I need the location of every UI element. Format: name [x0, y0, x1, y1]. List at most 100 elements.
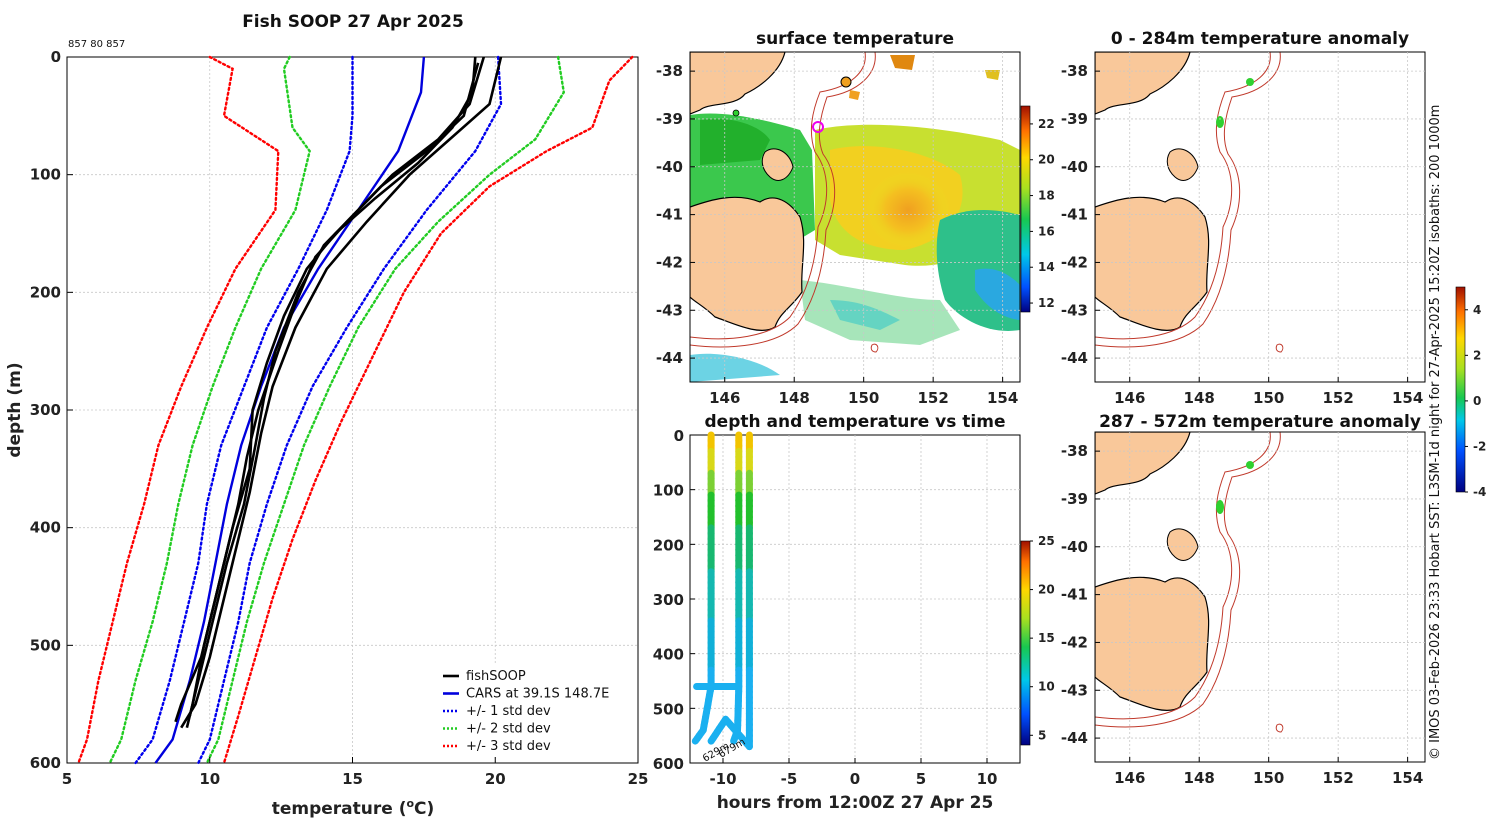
colorbar-tick-label: 20 [1038, 153, 1055, 167]
time-xtick-label: 5 [916, 770, 926, 788]
map-ytick-label: -38 [1061, 442, 1088, 460]
legend-label: fishSOOP [466, 669, 526, 684]
legend-label: +/- 1 std dev [466, 704, 551, 719]
sst-colorbar [1020, 105, 1031, 313]
map-ytick-label: -43 [1061, 681, 1088, 699]
colorbar-tick-label: 5 [1038, 728, 1046, 742]
map-ytick-label: -42 [1061, 253, 1088, 271]
profile-line-fishsoop [188, 56, 486, 717]
profile-ylabel: depth (m) [5, 362, 25, 457]
colorbar-tick-label: 25 [1038, 534, 1055, 548]
time-track-segment [730, 734, 739, 745]
map-ytick-label: -41 [1061, 586, 1088, 604]
anomaly-lower-map [1095, 432, 1425, 762]
legend-label: CARS at 39.1S 148.7E [466, 687, 609, 702]
anomaly-upper-frame [1094, 51, 1426, 383]
map-xtick-label: 152 [1323, 389, 1354, 407]
profile-ytick-label: 0 [51, 48, 61, 66]
time-panel: depth and temperature vs time -10 -5 0 5 100… [653, 412, 1055, 813]
map-xtick-label: 148 [1184, 389, 1215, 407]
map-xtick-label: 148 [779, 389, 810, 407]
anomaly-lower-frame [1094, 431, 1426, 763]
anomaly-upper-grid [1095, 52, 1425, 382]
profile-ticks: 5 10 15 20 25 0 100 200 300 400 500 600 [30, 48, 649, 788]
map-xtick-label: 150 [1253, 389, 1284, 407]
map-xtick-label: 146 [1114, 389, 1145, 407]
sst-buoy-marker [840, 76, 852, 88]
time-xtick-label: 0 [850, 770, 860, 788]
map-xtick-label: 152 [918, 389, 949, 407]
anomaly-lower-grid [1095, 432, 1425, 762]
map-xtick-label: 154 [1392, 389, 1423, 407]
map-xtick-label: 148 [1184, 769, 1215, 787]
time-grid [690, 435, 1020, 763]
profile-xlabel: temperature (oC) [272, 797, 435, 819]
colorbar-tick-label: 12 [1038, 296, 1055, 310]
map-ytick-label: -41 [656, 206, 683, 224]
sst-station-marker [732, 109, 740, 117]
sst-panel: surface temperature [656, 29, 1055, 407]
time-track-segment [707, 734, 717, 745]
legend-box [438, 663, 626, 756]
map-ytick-label: -44 [1061, 349, 1088, 367]
colorbar-tick-label: 14 [1038, 260, 1055, 274]
time-ytick-label: 100 [653, 482, 684, 500]
colorbar-tick-label: 22 [1038, 117, 1055, 131]
map-xtick-label: 154 [987, 389, 1018, 407]
map-ytick-label: -42 [1061, 633, 1088, 651]
time-xtick-label: 10 [977, 770, 998, 788]
profile-grid [67, 57, 638, 763]
profile-ytick-label: 500 [30, 636, 61, 654]
time-xtick-label: -5 [781, 770, 798, 788]
profile-legend: fishSOOP CARS at 39.1S 148.7E +/- 1 std de… [438, 663, 626, 756]
colorbar-tick-label: -4 [1473, 485, 1486, 499]
colorbar-tick-label: 20 [1038, 583, 1055, 597]
time-ytick-label: 200 [653, 536, 684, 554]
profile-line--2-std-dev [205, 55, 566, 765]
time-xtick-label: -10 [709, 770, 736, 788]
colorbar-tick-label: 16 [1038, 224, 1055, 238]
anomaly-upper-ticks: 146 148 150 152 154 -38 -39 -40 -41 -42 -43 -44 [1061, 62, 1423, 407]
map-xtick-label: 146 [1114, 769, 1145, 787]
anomaly-colorbar-ticks: -4 -2 0 2 4 [1465, 303, 1486, 499]
time-ytick-label: 600 [653, 755, 684, 773]
legend-label: +/- 2 std dev [466, 722, 551, 737]
map-xtick-label: 150 [848, 389, 879, 407]
time-colorbar-ticks: 5 10 15 20 25 [1030, 534, 1055, 742]
map-ytick-label: -40 [656, 158, 683, 176]
profile-line--3-std-dev [77, 55, 280, 765]
anomaly-lower-ticks: 146 148 150 152 154 -38 -39 -40 -41 -42 -43 -44 [1061, 442, 1423, 787]
anomaly-colorbar [1455, 286, 1466, 493]
time-ytick-label: 0 [674, 427, 684, 445]
colorbar-tick-label: 15 [1038, 631, 1055, 645]
profile-ytick-label: 200 [30, 283, 61, 301]
side-caption: © IMOS 03-Feb-2026 23:33 Hobart SST: L3S… [1428, 105, 1443, 760]
map-ytick-label: -43 [1061, 301, 1088, 319]
map-xtick-label: 150 [1253, 769, 1284, 787]
colorbar-tick-label: 2 [1473, 348, 1481, 362]
profile-line--1-std-dev [134, 55, 354, 765]
time-title: depth and temperature vs time [705, 412, 1006, 432]
anomaly-lower-point-2 [1216, 500, 1224, 514]
anomaly-lower-panel: 287 - 572m temperature anomaly 146 148 150… [1061, 412, 1426, 787]
sst-map-field [690, 52, 1020, 382]
profile-series [77, 55, 634, 765]
anomaly-lower-title: 287 - 572m temperature anomaly [1099, 412, 1421, 432]
colorbar-tick-label: 18 [1038, 189, 1055, 203]
map-xtick-label: 152 [1323, 769, 1354, 787]
profile-xtick-label: 20 [485, 770, 506, 788]
profile-ytick-label: 300 [30, 401, 61, 419]
map-ytick-label: -42 [656, 253, 683, 271]
map-ytick-label: -43 [656, 301, 683, 319]
legend-label: +/- 3 std dev [466, 739, 551, 754]
profile-line--1-std-dev [197, 55, 503, 765]
profile-ytick-label: 400 [30, 519, 61, 537]
profile-ytick-label: 600 [30, 754, 61, 772]
profile-xtick-label: 25 [628, 770, 649, 788]
profile-line--3-std-dev [222, 55, 634, 765]
anomaly-upper-point-1 [1246, 78, 1254, 86]
map-ytick-label: -39 [1061, 110, 1088, 128]
map-ytick-label: -39 [656, 110, 683, 128]
map-xtick-label: 154 [1392, 769, 1423, 787]
